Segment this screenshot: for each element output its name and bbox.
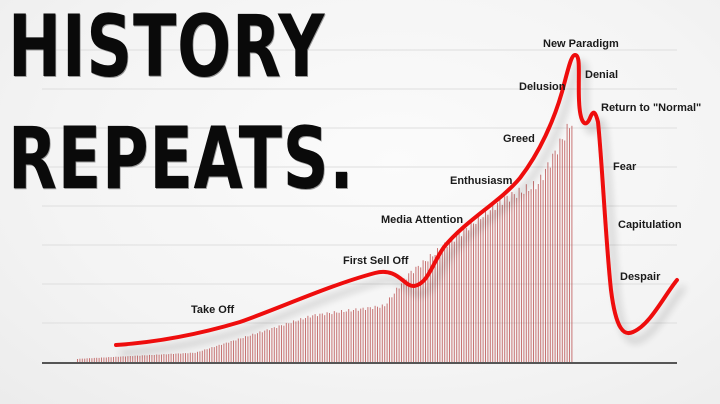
label-despair: Despair xyxy=(620,271,661,283)
gridlines xyxy=(42,49,677,324)
label-denial: Denial xyxy=(585,69,619,81)
label-capitulation: Capitulation xyxy=(618,219,682,231)
volume-bars xyxy=(77,123,573,363)
label-fear: Fear xyxy=(613,161,637,173)
label-return-to-normal: Return to "Normal" xyxy=(601,102,702,114)
label-enthusiasm: Enthusiasm xyxy=(450,175,513,187)
headline-line-1: HISTORY xyxy=(8,0,326,97)
label-delusion: Delusion xyxy=(519,81,566,93)
headline-line-2: REPEATS. xyxy=(8,109,355,209)
label-new-paradigm: New Paradigm xyxy=(543,38,619,50)
label-media-attention: Media Attention xyxy=(381,214,464,226)
label-first-sell-off: First Sell Off xyxy=(343,255,409,267)
market-cycle-curve xyxy=(114,53,679,347)
label-greed: Greed xyxy=(503,133,535,145)
label-take-off: Take Off xyxy=(191,304,235,316)
